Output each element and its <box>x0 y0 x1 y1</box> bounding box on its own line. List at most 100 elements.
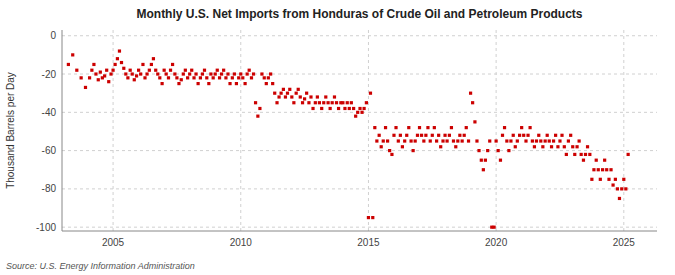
point <box>156 72 159 75</box>
point <box>554 134 557 137</box>
point <box>92 63 95 66</box>
point <box>590 178 593 181</box>
point <box>124 72 127 75</box>
point <box>537 134 540 137</box>
point <box>480 159 483 162</box>
point <box>569 134 572 137</box>
point <box>531 139 534 142</box>
point <box>256 115 259 118</box>
point <box>461 139 464 142</box>
point <box>303 97 306 100</box>
x-tick-label: 2005 <box>102 237 125 248</box>
point <box>420 134 423 137</box>
point <box>486 149 489 152</box>
point <box>284 95 287 98</box>
point <box>207 82 210 85</box>
x-tick-label: 2020 <box>485 237 508 248</box>
point <box>605 168 608 171</box>
point <box>535 139 538 142</box>
point <box>426 126 429 129</box>
point <box>371 216 374 219</box>
point <box>414 139 417 142</box>
point <box>484 159 487 162</box>
point <box>143 76 146 79</box>
point <box>482 168 485 171</box>
point <box>263 76 266 79</box>
point <box>84 86 87 89</box>
point <box>167 76 170 79</box>
point <box>354 115 357 118</box>
point <box>163 69 166 72</box>
point <box>433 126 436 129</box>
point <box>309 95 312 98</box>
point <box>341 101 344 104</box>
point <box>224 76 227 79</box>
point <box>277 95 280 98</box>
point <box>556 145 559 148</box>
point <box>439 145 442 148</box>
point <box>627 153 630 156</box>
point <box>595 159 598 162</box>
point <box>301 101 304 104</box>
point <box>388 149 391 152</box>
point <box>437 134 440 137</box>
point <box>603 159 606 162</box>
chart: Monthly U.S. Net Imports from Honduras o… <box>0 0 675 275</box>
y-tick-label: -60 <box>42 145 57 156</box>
point <box>239 72 242 75</box>
point <box>522 134 525 137</box>
point <box>477 149 480 152</box>
point <box>190 69 193 72</box>
point <box>241 76 244 79</box>
point <box>563 145 566 148</box>
grid <box>62 30 657 231</box>
point <box>386 139 389 142</box>
point <box>456 139 459 142</box>
point <box>297 88 300 91</box>
point <box>392 134 395 137</box>
point <box>505 139 508 142</box>
point <box>139 72 142 75</box>
point <box>226 72 229 75</box>
point <box>116 57 119 60</box>
point <box>611 183 614 186</box>
point <box>558 139 561 142</box>
source-note: Source: U.S. Energy Information Administ… <box>6 261 195 271</box>
point <box>186 76 189 79</box>
x-grid-line <box>496 30 497 231</box>
point <box>246 72 249 75</box>
point <box>431 134 434 137</box>
point <box>454 145 457 148</box>
point <box>584 153 587 156</box>
point <box>326 101 329 104</box>
point <box>565 153 568 156</box>
point <box>192 76 195 79</box>
point <box>401 145 404 148</box>
point <box>488 139 491 142</box>
point <box>405 134 408 137</box>
point <box>452 139 455 142</box>
point <box>105 69 108 72</box>
x-axis-line <box>62 231 657 232</box>
point <box>443 134 446 137</box>
point <box>495 139 498 142</box>
point <box>111 69 114 72</box>
point <box>580 153 583 156</box>
point <box>335 101 338 104</box>
point <box>467 139 470 142</box>
point <box>286 92 289 95</box>
y-tick-label: 0 <box>50 30 56 41</box>
x-tick-label: 2010 <box>230 237 253 248</box>
x-grid-line <box>113 30 114 231</box>
point <box>216 69 219 72</box>
point <box>497 149 500 152</box>
point <box>194 72 197 75</box>
point <box>109 72 112 75</box>
point <box>369 92 372 95</box>
point <box>501 134 504 137</box>
point <box>546 134 549 137</box>
point <box>382 139 385 142</box>
point <box>273 92 276 95</box>
point <box>322 101 325 104</box>
point <box>107 80 110 83</box>
